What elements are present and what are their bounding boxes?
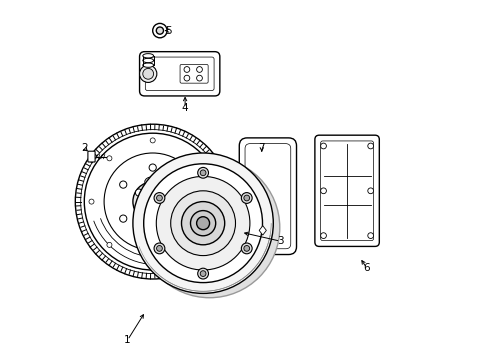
Text: 1: 1: [124, 335, 131, 345]
Text: 6: 6: [363, 263, 369, 273]
Circle shape: [133, 153, 273, 293]
Circle shape: [241, 243, 252, 254]
Polygon shape: [259, 226, 266, 235]
Text: 3: 3: [277, 236, 283, 246]
Ellipse shape: [142, 63, 153, 67]
Text: 5: 5: [165, 26, 172, 36]
FancyBboxPatch shape: [145, 57, 214, 91]
Circle shape: [200, 170, 205, 176]
Circle shape: [142, 68, 153, 79]
Circle shape: [120, 181, 126, 188]
Circle shape: [193, 242, 198, 247]
Ellipse shape: [163, 207, 170, 214]
Circle shape: [150, 260, 155, 265]
Circle shape: [154, 193, 164, 203]
Ellipse shape: [144, 177, 160, 187]
Circle shape: [197, 167, 208, 178]
Circle shape: [193, 156, 198, 161]
Circle shape: [156, 246, 162, 251]
Circle shape: [181, 202, 224, 245]
Circle shape: [241, 193, 252, 203]
Circle shape: [156, 27, 163, 34]
Text: 2: 2: [81, 143, 87, 153]
Circle shape: [149, 232, 156, 239]
FancyBboxPatch shape: [239, 138, 296, 255]
Circle shape: [154, 243, 164, 254]
Circle shape: [139, 157, 279, 298]
Circle shape: [320, 143, 325, 149]
Circle shape: [120, 215, 126, 222]
Circle shape: [156, 195, 162, 201]
Text: 7: 7: [258, 143, 264, 153]
Circle shape: [84, 133, 221, 270]
Circle shape: [178, 181, 185, 188]
Ellipse shape: [142, 54, 153, 58]
Circle shape: [367, 233, 373, 238]
Circle shape: [152, 23, 167, 38]
Circle shape: [89, 199, 94, 204]
FancyBboxPatch shape: [314, 135, 379, 247]
Circle shape: [133, 182, 172, 221]
Ellipse shape: [142, 58, 153, 63]
Circle shape: [156, 176, 249, 270]
Circle shape: [200, 271, 205, 276]
Circle shape: [211, 199, 216, 204]
Ellipse shape: [135, 189, 142, 196]
Circle shape: [178, 215, 185, 222]
Circle shape: [320, 188, 325, 194]
Circle shape: [196, 217, 209, 230]
Circle shape: [183, 75, 189, 81]
Circle shape: [196, 75, 202, 81]
Circle shape: [244, 195, 249, 201]
Circle shape: [320, 233, 325, 238]
Circle shape: [107, 242, 112, 247]
Circle shape: [107, 156, 112, 161]
Circle shape: [196, 67, 202, 72]
Text: 4: 4: [182, 103, 188, 113]
Circle shape: [149, 164, 156, 171]
Circle shape: [170, 191, 235, 256]
Circle shape: [143, 164, 262, 283]
Circle shape: [141, 190, 164, 213]
Ellipse shape: [135, 207, 142, 214]
FancyBboxPatch shape: [244, 144, 290, 249]
Circle shape: [367, 143, 373, 149]
Circle shape: [244, 246, 249, 251]
FancyBboxPatch shape: [139, 52, 220, 96]
Circle shape: [190, 211, 215, 236]
Circle shape: [150, 138, 155, 143]
FancyBboxPatch shape: [88, 151, 95, 162]
Circle shape: [367, 188, 373, 194]
Circle shape: [197, 268, 208, 279]
Circle shape: [139, 65, 157, 82]
Circle shape: [183, 67, 189, 72]
Ellipse shape: [163, 189, 170, 196]
Circle shape: [75, 124, 230, 279]
